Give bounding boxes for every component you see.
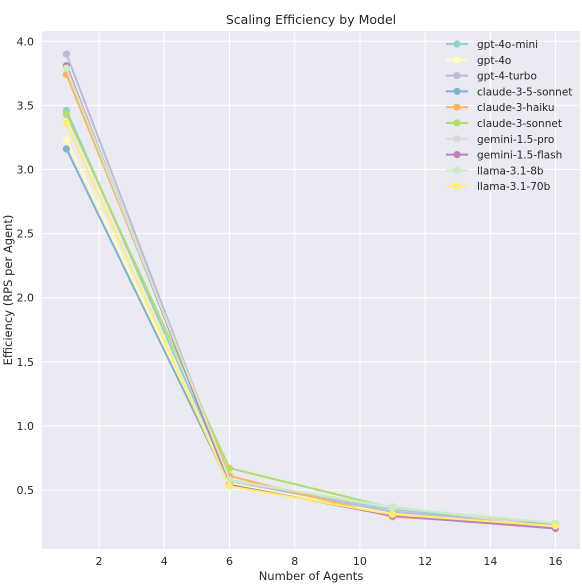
legend-item: gemini-1.5-flash xyxy=(446,150,562,162)
legend-item: claude-3-sonnet xyxy=(446,118,562,130)
chart-title: Scaling Efficiency by Model xyxy=(226,12,396,27)
legend-label: claude-3-haiku xyxy=(477,102,555,114)
data-point xyxy=(225,464,234,472)
legend-swatch-marker xyxy=(453,87,461,95)
legend-item: llama-3.1-8b xyxy=(446,165,544,177)
series-line xyxy=(65,122,556,527)
legend-label: llama-3.1-8b xyxy=(477,165,544,177)
legend-item: gpt-4o xyxy=(446,55,511,67)
data-point xyxy=(62,119,71,127)
data-point xyxy=(62,145,71,153)
y-axis-ticks: 0.5 1.0 1.5 2.0 2.5 3.0 3.5 4.0 xyxy=(17,35,35,497)
y-tick-label: 1.5 xyxy=(17,356,35,369)
legend-item: gpt-4-turbo xyxy=(446,71,537,83)
data-point xyxy=(62,136,71,144)
x-tick-label: 16 xyxy=(549,555,563,568)
data-point xyxy=(388,510,397,518)
legend-item: gpt-4o-mini xyxy=(446,39,538,51)
legend-swatch-marker xyxy=(453,166,461,174)
legend-label: gemini-1.5-pro xyxy=(477,134,554,146)
y-tick-label: 3.5 xyxy=(17,99,35,112)
legend-swatch-marker xyxy=(453,103,461,111)
series-layer xyxy=(62,50,560,533)
legend-swatch-marker xyxy=(453,182,461,190)
legend-item: gemini-1.5-pro xyxy=(446,134,554,146)
x-tick-label: 2 xyxy=(96,555,103,568)
y-tick-label: 1.0 xyxy=(17,420,35,433)
legend-swatch-marker xyxy=(453,135,461,143)
x-tick-label: 14 xyxy=(483,555,497,568)
x-axis-ticks: 2 4 6 8 10 12 14 16 xyxy=(96,555,563,568)
x-axis-label: Number of Agents xyxy=(259,569,364,583)
legend-label: gpt-4o xyxy=(477,55,511,67)
y-tick-label: 2.5 xyxy=(17,228,35,241)
legend-item: llama-3.1-70b xyxy=(446,181,551,193)
legend-swatch-marker xyxy=(453,72,461,80)
x-tick-label: 10 xyxy=(353,555,367,568)
legend-swatch-marker xyxy=(453,151,461,159)
legend-item: claude-3-5-sonnet xyxy=(446,86,572,98)
legend-label: gpt-4o-mini xyxy=(477,39,538,51)
series-llama-3.1-70b xyxy=(62,119,560,530)
legend: gpt-4o-mini gpt-4o gpt-4-turbo claude-3-5-s… xyxy=(446,39,572,193)
legend-swatch-marker xyxy=(453,56,461,64)
legend-label: gpt-4-turbo xyxy=(477,71,537,83)
y-tick-label: 0.5 xyxy=(17,484,35,497)
data-point xyxy=(62,64,71,72)
legend-swatch-marker xyxy=(453,40,461,48)
legend-swatch-marker xyxy=(453,119,461,127)
x-tick-label: 6 xyxy=(226,555,233,568)
x-tick-label: 4 xyxy=(161,555,168,568)
data-point xyxy=(225,482,234,490)
series-line xyxy=(65,67,556,525)
y-axis-label: Efficiency (RPS per Agent) xyxy=(1,215,15,366)
legend-label: llama-3.1-70b xyxy=(477,181,551,193)
legend-label: claude-3-sonnet xyxy=(477,118,562,130)
data-point xyxy=(62,110,71,118)
legend-label: gemini-1.5-flash xyxy=(477,150,562,162)
data-point xyxy=(551,522,560,530)
x-tick-label: 12 xyxy=(418,555,432,568)
x-tick-label: 8 xyxy=(291,555,298,568)
legend-label: claude-3-5-sonnet xyxy=(477,86,572,98)
legend-item: claude-3-haiku xyxy=(446,102,555,114)
y-tick-label: 2.0 xyxy=(17,292,35,305)
data-point xyxy=(388,504,397,512)
data-point xyxy=(62,50,71,58)
y-tick-label: 4.0 xyxy=(17,35,35,48)
grid-lines xyxy=(42,31,580,549)
y-tick-label: 3.0 xyxy=(17,163,35,176)
